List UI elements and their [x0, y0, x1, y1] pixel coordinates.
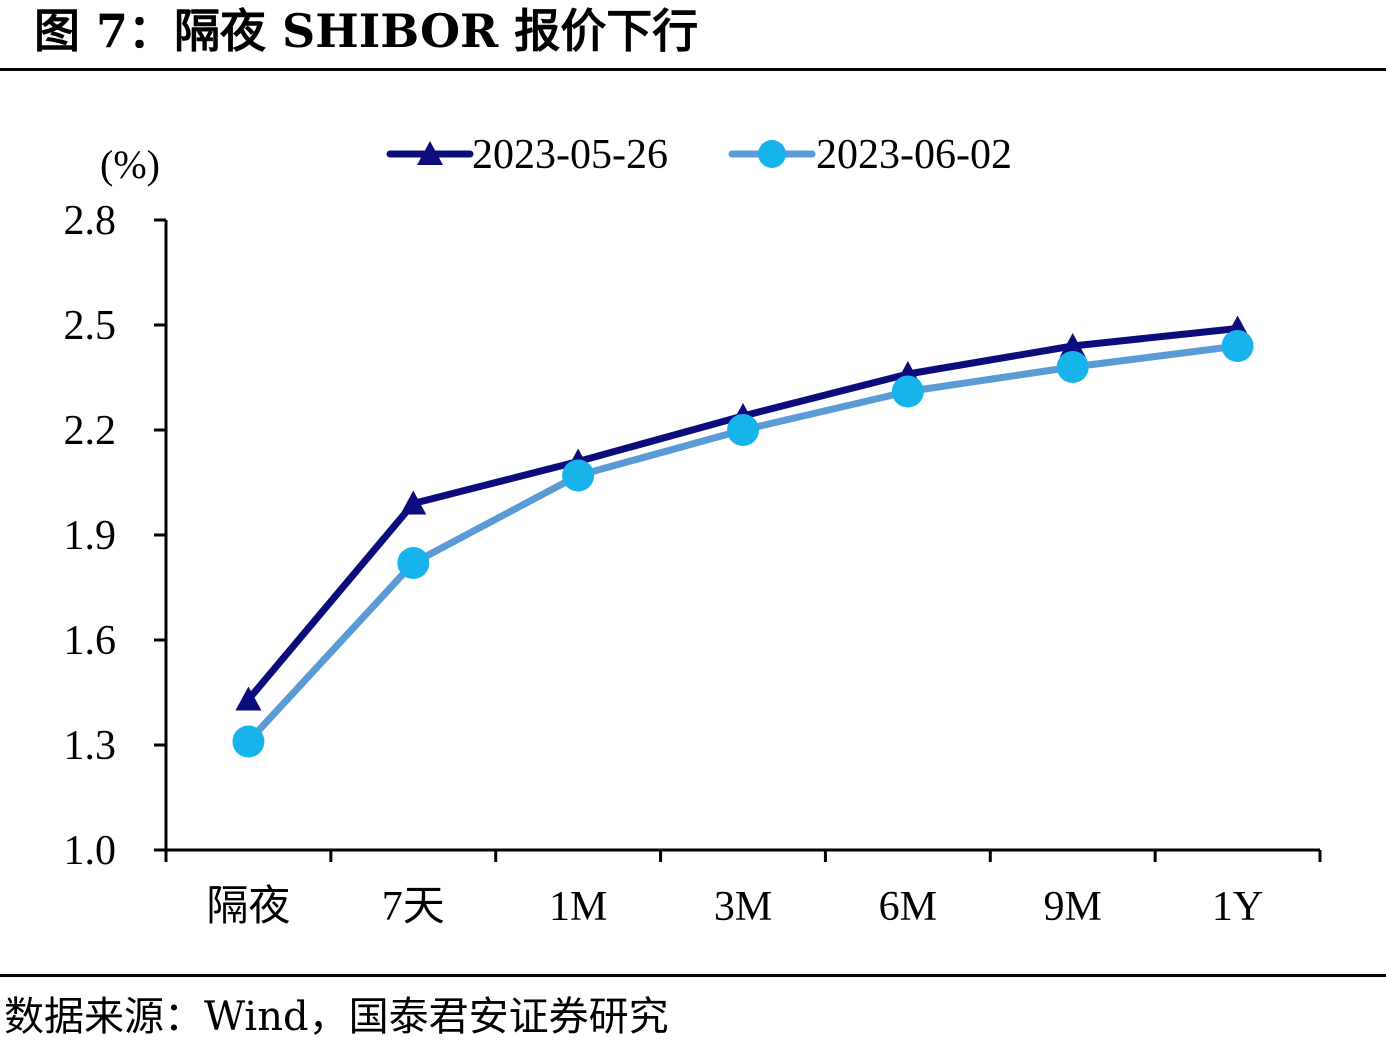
y-tick-label: 1.6: [64, 618, 117, 664]
x-tick-label: 隔夜: [206, 883, 290, 930]
data-point-marker: [1056, 351, 1089, 383]
y-axis-unit-label: (%): [100, 142, 160, 187]
data-point-marker: [562, 459, 595, 492]
y-tick-label: 2.5: [64, 303, 117, 349]
y-tick-label: 1.0: [64, 828, 117, 874]
source-note: 数据来源：Wind，国泰君安证券研究: [4, 994, 669, 1040]
x-tick-label: 7天: [382, 884, 445, 930]
x-tick-label: 1Y: [1212, 884, 1263, 930]
x-tick-label: 3M: [714, 884, 772, 930]
legend-triangle-marker: [417, 141, 443, 166]
chart-legend: 2023-05-26 2023-06-02: [386, 132, 1012, 178]
y-tick-label: 2.8: [64, 198, 117, 244]
legend-item-0: 2023-05-26: [386, 132, 668, 178]
y-tick-label: 1.9: [64, 513, 117, 559]
legend-label: 2023-06-02: [816, 132, 1012, 178]
data-point-marker: [400, 490, 427, 515]
legend-circle-marker: [758, 140, 786, 168]
chart-axes: 1.0 1.3 1.6 1.9 2.2 2.5 2.8 隔夜 7天 1M 3M 6M 9M 1Y: [64, 198, 1322, 930]
series-0: [235, 315, 1251, 711]
x-tick-label: 9M: [1044, 884, 1102, 930]
data-point-marker: [397, 547, 430, 579]
chart-series: [232, 315, 1254, 758]
data-point-marker: [235, 686, 262, 711]
series-line: [244, 325, 1242, 703]
x-tick-label: 1M: [549, 884, 607, 930]
figure-title: 图 7：隔夜 SHIBOR 报价下行: [34, 4, 699, 58]
y-tick-label: 1.3: [64, 723, 117, 769]
series-1: [232, 330, 1254, 758]
legend-item-1: 2023-06-02: [728, 132, 1012, 178]
line-chart: 2023-05-26 2023-06-02 (%) 1.0 1.3 1.6 1.9 2.2…: [64, 132, 1322, 930]
data-point-marker: [1221, 330, 1254, 362]
title-divider: [0, 68, 1386, 71]
data-point-marker: [232, 725, 265, 758]
source-divider: [0, 974, 1386, 977]
data-point-marker: [1059, 333, 1086, 358]
y-tick-label: 2.2: [64, 408, 117, 454]
legend-label: 2023-05-26: [472, 132, 668, 178]
data-point-marker: [727, 414, 759, 446]
data-point-marker: [891, 375, 924, 408]
x-tick-label: 6M: [879, 884, 937, 930]
